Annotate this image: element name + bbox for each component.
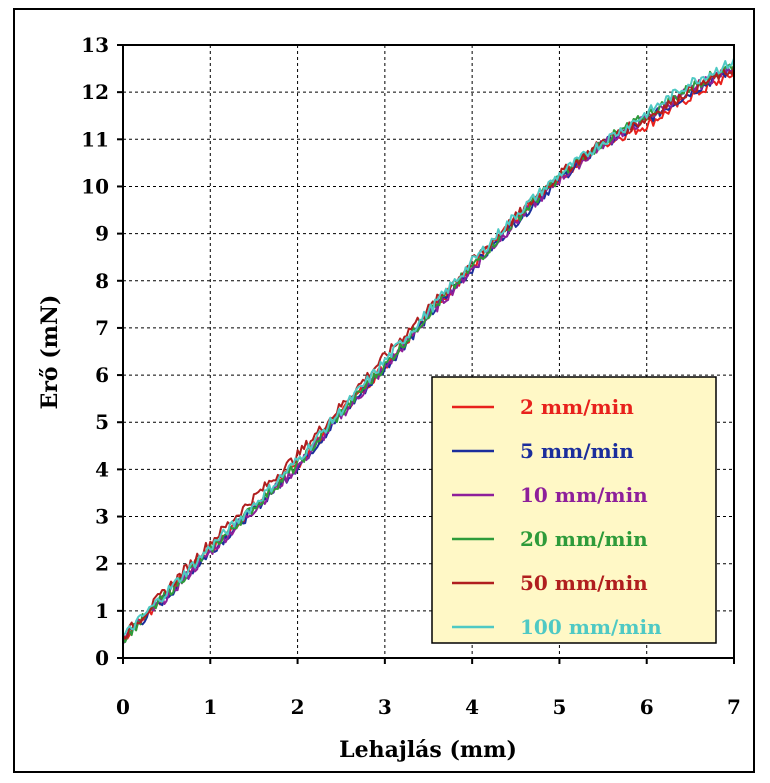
y-tick-label: 1 [95,599,109,623]
y-tick-label: 12 [81,80,109,104]
y-tick-label: 0 [95,646,109,670]
legend-label: 10 mm/min [520,483,648,507]
y-tick-label: 9 [95,222,109,246]
x-tick-labels: 0 1 2 3 4 5 6 7 [116,695,741,719]
y-tick-label: 8 [95,269,109,293]
series-lines [122,58,735,645]
y-tick-label: 5 [95,410,109,434]
x-tick-label: 3 [378,695,392,719]
y-tick-label: 6 [95,363,109,387]
x-tick-label: 1 [203,695,217,719]
legend: 2 mm/min 5 mm/min 10 mm/min 20 mm/min 50 mm/… [431,376,717,644]
x-axis-title: Lehajlás (mm) [339,737,517,763]
y-tick-label: 10 [81,174,109,198]
y-axis-title: Erő (mN) [37,295,63,410]
y-tick-label: 2 [95,552,109,576]
series-line-6 [122,58,735,637]
legend-label: 50 mm/min [520,571,648,595]
x-tick-label: 0 [116,695,130,719]
y-tick-label: 3 [95,505,109,529]
legend-label: 100 mm/min [520,615,662,639]
y-tick-label: 4 [95,457,109,481]
x-tick-label: 4 [465,695,479,719]
tick-marks [117,44,735,664]
series-line-5 [122,66,735,640]
x-tick-label: 5 [552,695,566,719]
legend-label: 20 mm/min [520,527,648,551]
y-tick-label: 13 [81,33,109,57]
legend-box [431,376,717,644]
y-tick-label: 11 [81,127,109,151]
x-tick-label: 2 [291,695,305,719]
legend-label: 2 mm/min [520,395,634,419]
legend-label: 5 mm/min [520,439,634,463]
plot-border [122,44,735,659]
x-tick-label: 7 [727,695,741,719]
x-tick-label: 6 [640,695,654,719]
y-tick-label: 7 [95,316,109,340]
